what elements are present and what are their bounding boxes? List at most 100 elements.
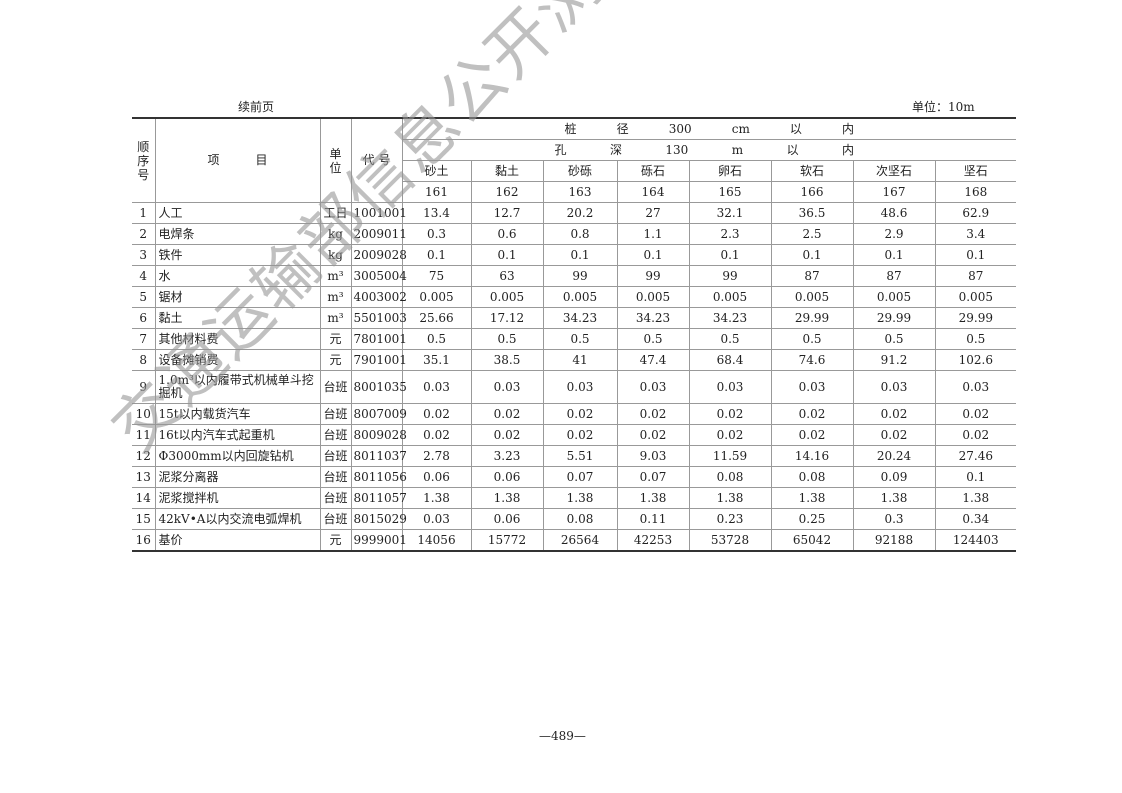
- row-value: 38.5: [470, 349, 544, 371]
- header-number: 165: [688, 181, 772, 203]
- row-value: 1.38: [616, 487, 690, 509]
- header-span2-part: 孔: [554, 142, 567, 157]
- row-value: 0.08: [688, 466, 772, 488]
- row-value: 0.03: [852, 370, 936, 404]
- row-value: 29.99: [934, 307, 1017, 329]
- row-value: 0.03: [401, 508, 472, 530]
- row-seq: 6: [132, 307, 156, 329]
- row-value: 0.1: [852, 244, 936, 266]
- row-item: 基价: [154, 529, 321, 552]
- row-value: 13.4: [401, 202, 472, 224]
- header-span2-part: 内: [842, 142, 855, 157]
- row-value: 0.23: [688, 508, 772, 530]
- header-pile-diameter: 桩 径 300 cm 以 内: [401, 117, 1017, 140]
- row-value: 1.38: [470, 487, 544, 509]
- row-unit: 台班: [319, 466, 352, 488]
- header-category: 卵石: [688, 160, 772, 182]
- row-value: 0.07: [542, 466, 618, 488]
- row-value: 0.005: [470, 286, 544, 308]
- row-value: 0.1: [616, 244, 690, 266]
- row-value: 5.51: [542, 445, 618, 467]
- table-row: 11 16t以内汽车式起重机 台班 8009028 0.02 0.02 0.02 0.02 0.…: [132, 424, 1017, 446]
- row-value: 35.1: [401, 349, 472, 371]
- row-value: 0.1: [470, 244, 544, 266]
- header-span2-part: 130: [665, 142, 689, 157]
- row-value: 2.5: [770, 223, 854, 245]
- row-code: 8001035: [350, 370, 407, 404]
- row-value: 1.38: [542, 487, 618, 509]
- row-unit: 元: [319, 349, 352, 371]
- row-value: 0.005: [542, 286, 618, 308]
- row-value: 0.8: [542, 223, 618, 245]
- row-value: 0.5: [770, 328, 854, 350]
- row-seq: 15: [132, 508, 156, 530]
- row-value: 0.02: [934, 424, 1017, 446]
- row-seq: 8: [132, 349, 156, 371]
- row-code: 8007009: [350, 403, 407, 425]
- row-value: 87: [770, 265, 854, 287]
- row-value: 0.02: [852, 424, 936, 446]
- row-value: 0.02: [616, 403, 690, 425]
- row-value: 63: [470, 265, 544, 287]
- row-item: 泥浆分离器: [154, 466, 321, 488]
- table-row: 14 泥浆搅拌机 台班 8011057 1.38 1.38 1.38 1.38 1.38 1.38…: [132, 487, 1017, 509]
- row-code: 4003002: [350, 286, 407, 308]
- header-hole-depth: 孔 深 130 m 以 内: [402, 139, 1017, 161]
- row-value: 65042: [770, 529, 854, 552]
- table-row: 2 电焊条 kg 2009011 0.3 0.6 0.8 1.1 2.3 2.5 2.9 3.4: [132, 223, 1017, 245]
- row-unit: 台班: [319, 487, 352, 509]
- row-unit: m³: [319, 307, 352, 329]
- row-value: 99: [542, 265, 618, 287]
- row-unit: 台班: [319, 508, 352, 530]
- row-value: 0.02: [542, 424, 618, 446]
- row-value: 0.02: [401, 424, 472, 446]
- row-value: 0.03: [688, 370, 772, 404]
- row-code: 9999001: [350, 529, 407, 552]
- row-value: 0.5: [470, 328, 544, 350]
- row-value: 25.66: [401, 307, 472, 329]
- header-span1-part: 以: [789, 121, 802, 136]
- row-value: 1.38: [688, 487, 772, 509]
- row-value: 0.25: [770, 508, 854, 530]
- row-unit: 元: [319, 529, 352, 552]
- row-value: 0.1: [934, 244, 1017, 266]
- row-value: 0.1: [401, 244, 472, 266]
- row-value: 99: [688, 265, 772, 287]
- header-number: 163: [542, 181, 618, 203]
- row-item: 15t以内载货汽车: [154, 403, 321, 425]
- row-value: 41: [542, 349, 618, 371]
- row-code: 8011057: [350, 487, 407, 509]
- row-unit: 台班: [319, 445, 352, 467]
- row-item: 1.0m³以内履带式机械单斗挖掘机: [154, 370, 321, 404]
- row-value: 1.38: [934, 487, 1017, 509]
- row-value: 12.7: [470, 202, 544, 224]
- table-row: 9 1.0m³以内履带式机械单斗挖掘机 台班 8001035 0.03 0.03 0.03 0…: [132, 370, 1017, 404]
- row-value: 0.11: [616, 508, 690, 530]
- row-value: 0.6: [470, 223, 544, 245]
- row-value: 0.5: [542, 328, 618, 350]
- header-category: 砂砾: [542, 160, 618, 182]
- header-number: 167: [852, 181, 936, 203]
- row-value: 0.07: [616, 466, 690, 488]
- row-value: 0.5: [616, 328, 690, 350]
- row-value: 0.1: [770, 244, 854, 266]
- row-value: 2.78: [401, 445, 472, 467]
- row-item: 水: [154, 265, 321, 287]
- row-seq: 12: [132, 445, 156, 467]
- header-span1-part: 桩: [564, 121, 577, 136]
- row-value: 0.02: [770, 424, 854, 446]
- row-item: 铁件: [154, 244, 321, 266]
- row-value: 34.23: [542, 307, 618, 329]
- row-value: 0.005: [688, 286, 772, 308]
- row-value: 0.02: [770, 403, 854, 425]
- row-item: 其他材料费: [154, 328, 321, 350]
- row-value: 87: [934, 265, 1017, 287]
- row-value: 0.02: [542, 403, 618, 425]
- row-value: 1.38: [401, 487, 472, 509]
- header-span1-part: 径: [616, 121, 629, 136]
- row-value: 0.1: [688, 244, 772, 266]
- row-value: 0.02: [934, 403, 1017, 425]
- row-value: 0.03: [770, 370, 854, 404]
- row-item: 设备摊销费: [154, 349, 321, 371]
- header-seq: 顺序号: [132, 117, 156, 203]
